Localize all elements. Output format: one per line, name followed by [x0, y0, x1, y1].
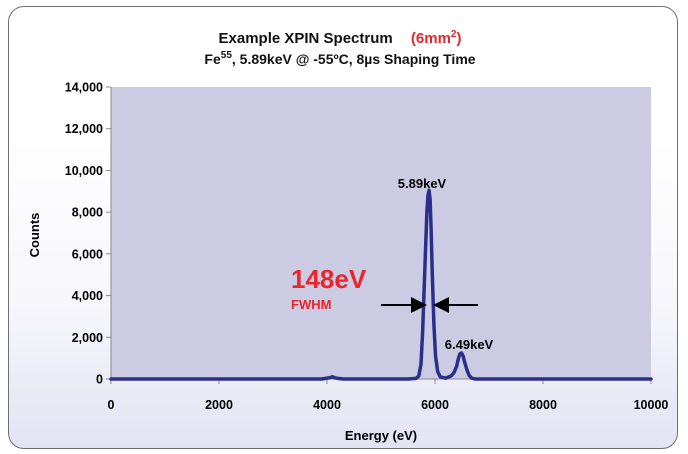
peak-label-5-89kev: 5.89keV	[398, 176, 447, 191]
chart-frame: Example XPIN Spectrum (6mm2) Fe55, 5.89k…	[8, 6, 678, 449]
fwhm-left-arrow	[381, 297, 427, 313]
x-axis-title: Energy (eV)	[345, 428, 417, 443]
fwhm-right-arrow	[433, 297, 478, 313]
chart-title-isotope: 55	[221, 50, 233, 61]
spectrum-chart: Example XPIN Spectrum (6mm2) Fe55, 5.89k…	[27, 29, 669, 443]
chart-title-line2: Fe55, 5.89keV @ -55ºC, 8µs Shaping Time	[204, 50, 475, 67]
chart-title-area-prefix: (6mm	[411, 30, 451, 47]
y-tick-label: 0	[96, 373, 103, 387]
peak-label-6-49kev: 6.49keV	[445, 337, 494, 352]
chart-title-conditions: , 5.89keV @ -55ºC, 8µs Shaping Time	[232, 51, 476, 67]
y-tick-label: 8,000	[72, 206, 103, 220]
chart-title-line1: Example XPIN Spectrum (6mm2)	[219, 29, 462, 47]
y-tick-label: 10,000	[65, 164, 103, 178]
x-tick-label: 10000	[634, 398, 669, 412]
x-tick-label: 4000	[313, 398, 341, 412]
chart-title-area-suffix: )	[456, 30, 461, 47]
y-tick-label: 12,000	[65, 122, 103, 136]
y-tick-label: 6,000	[72, 247, 103, 261]
plot-area	[111, 87, 651, 379]
x-axis-ticks: 0 2000 4000 6000 8000 10000	[108, 379, 669, 412]
y-axis-title: Counts	[27, 213, 42, 258]
chart-title-area-exp: 2	[451, 29, 457, 40]
spectrum-series-line	[109, 188, 653, 381]
y-tick-label: 14,000	[65, 81, 103, 95]
y-axis-ticks: 0 2,000 4,000 6,000 8,000 10,000 12,000 14,000	[65, 81, 111, 387]
x-tick-label: 8000	[529, 398, 557, 412]
chart-title-main: Example XPIN Spectrum	[219, 30, 393, 47]
chart-title-area: (6mm2)	[411, 29, 462, 47]
y-tick-label: 4,000	[72, 289, 103, 303]
y-tick-label: 2,000	[72, 331, 103, 345]
x-tick-label: 2000	[205, 398, 233, 412]
chart-title-element: Fe	[204, 51, 221, 67]
fwhm-value-label: 148eV	[291, 264, 367, 294]
fwhm-text-label: FWHM	[291, 297, 331, 312]
x-tick-label: 6000	[421, 398, 449, 412]
x-tick-label: 0	[108, 398, 115, 412]
